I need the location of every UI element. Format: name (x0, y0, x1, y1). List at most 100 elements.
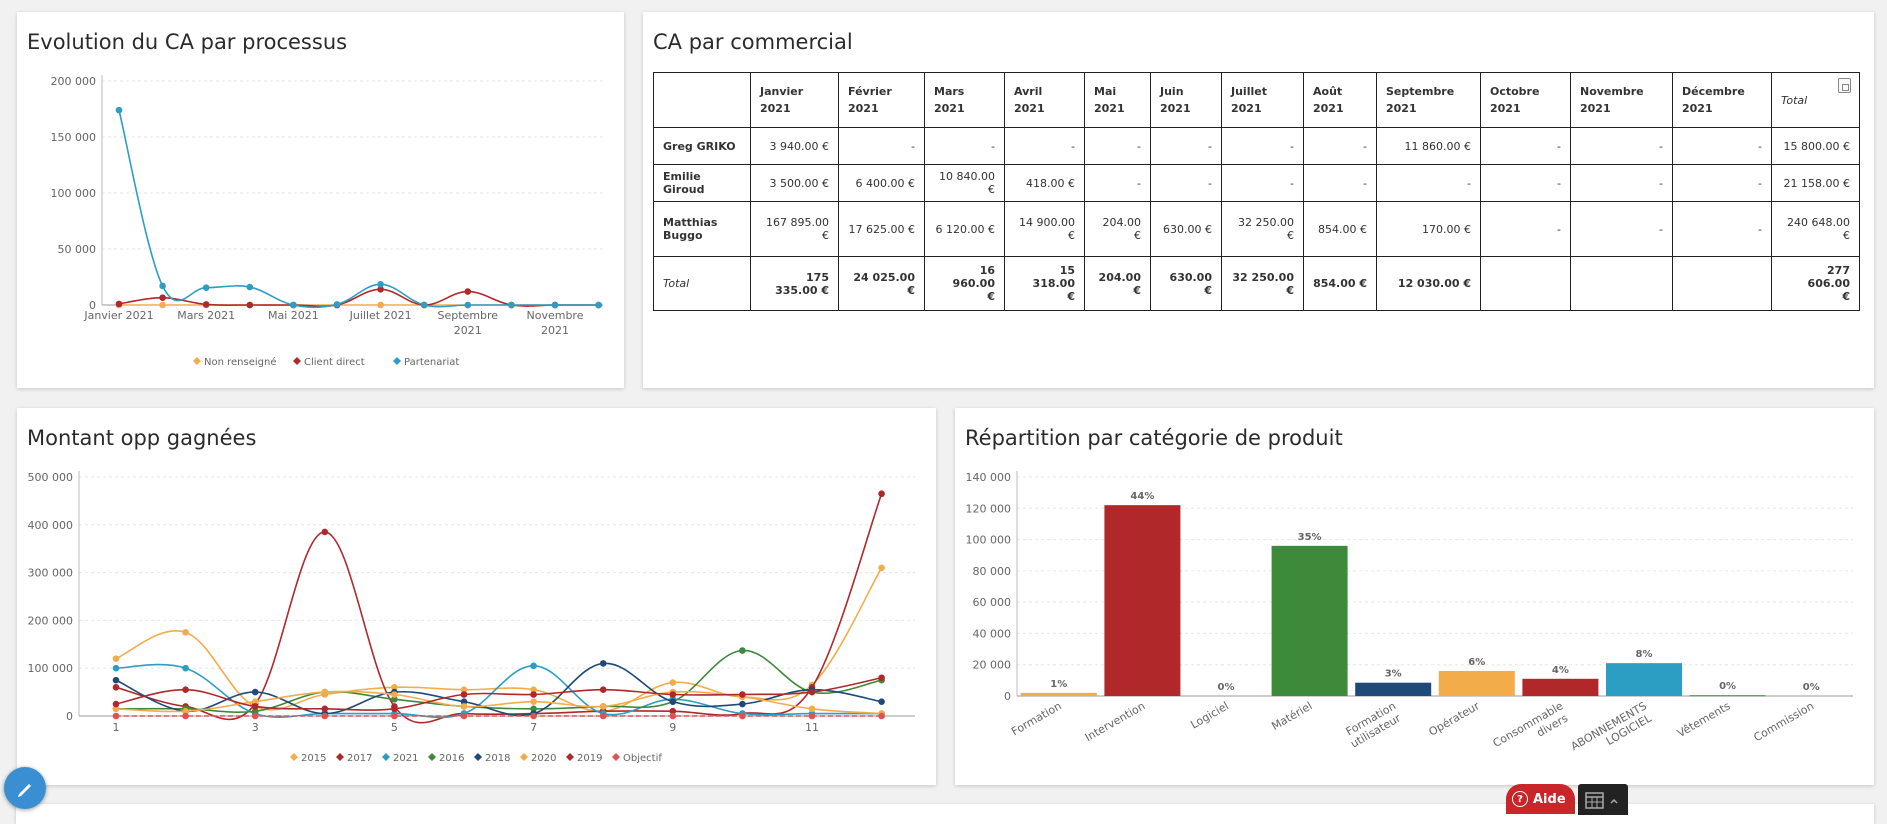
y-tick-label: 0 (66, 710, 73, 723)
table-cell-text: 630.00 € (1169, 270, 1212, 297)
row-header: Total (653, 256, 751, 311)
legend-label: Objectif (623, 753, 662, 764)
data-label: 8% (1636, 649, 1653, 660)
legend-marker (566, 753, 574, 761)
table-cell: - (1376, 164, 1481, 202)
column-header: Février 2021 (838, 72, 925, 128)
table-cell-text: 11 860.00 € (1404, 139, 1471, 153)
series-line-5 (115, 690, 882, 715)
table-cell: 630.00 € (1150, 201, 1222, 257)
data-point (878, 698, 885, 705)
legend-marker (382, 753, 390, 761)
table-cell: 21 158.00 € (1771, 164, 1860, 202)
table-cell: 15 800.00 € (1771, 127, 1860, 165)
table-row: Greg GRIKO 3 940.00 € - - - - - - - 11 860.00 € - -… (653, 127, 1860, 165)
y-tick-label: 50 000 (58, 243, 97, 256)
data-point (290, 301, 297, 309)
table-cell-text: 12 030.00 € (1397, 277, 1471, 290)
table-cell: - (838, 127, 925, 165)
edit-button[interactable] (4, 767, 46, 809)
table-cell: - (1480, 164, 1571, 202)
data-point (321, 712, 329, 720)
category-chart: 0 20 000 40 000 60 000 80 000 100 000 120 000 1… (966, 471, 1853, 753)
x-tick-label-line: Matériel (1269, 699, 1314, 733)
table-cell: - (1480, 201, 1571, 257)
data-point (739, 712, 746, 720)
table-cell-text: 6 400.00 € (855, 176, 915, 190)
x-tick-label: Mai 2021 (268, 309, 319, 322)
panel-title: Montant opp gagnées (27, 426, 257, 450)
legend-marker (393, 357, 401, 365)
data-label: 6% (1468, 657, 1485, 668)
table-cell-text: 17 625.00 € (848, 222, 915, 236)
table-cell: - (924, 127, 1005, 165)
table-cell: - (1084, 164, 1151, 202)
table-cell: 175 335.00 € (750, 256, 839, 311)
calendar-icon (1585, 792, 1618, 809)
data-point (391, 695, 398, 703)
column-header: Novembre 2021 (1570, 72, 1673, 128)
table-cell-text: - (1137, 139, 1141, 153)
column-header-text: 2021 (848, 102, 879, 115)
table-cell-text: 15 800.00 € (1783, 139, 1850, 153)
panel-title: CA par commercial (653, 30, 853, 54)
table-cell-text: 14 900.00 € (1019, 216, 1075, 242)
column-header: Juin 2021 (1150, 72, 1222, 128)
x-tick-label-line: Opérateur (1427, 699, 1483, 739)
data-point (460, 691, 468, 698)
data-point (420, 301, 428, 309)
data-point (808, 705, 816, 713)
ca-process-panel: Evolution du CA par processus 0 50 000 100… (17, 12, 624, 388)
calendar-button[interactable] (1578, 784, 1628, 815)
data-point (530, 662, 537, 670)
table-cell-text: 630.00 € (1163, 222, 1212, 236)
data-point (669, 679, 677, 686)
data-label: 0% (1719, 681, 1736, 692)
table-cell-text: - (1137, 176, 1141, 190)
table-row: Total 175 335.00 €24 025.00 €16 960.00 €15… (653, 256, 1860, 311)
x-tick-label: Juillet 2021 (349, 309, 412, 322)
table-cell: 204.00 € (1084, 256, 1151, 311)
row-header-text: Emilie Giroud (663, 170, 705, 196)
column-header-text: 2021 (1160, 102, 1191, 115)
table-cell: 418.00 € (1004, 164, 1085, 202)
column-header-text: 2021 (1231, 102, 1262, 115)
data-point (508, 301, 515, 309)
column-header-text: Septembre (1386, 85, 1455, 98)
bar (1020, 692, 1097, 696)
help-button[interactable]: ? Aide (1506, 784, 1575, 814)
x-tick-label: 11 (805, 721, 819, 734)
table-cell-text: - (1363, 139, 1367, 153)
table-cell: - (1480, 127, 1571, 165)
table-cell: - (1672, 127, 1772, 165)
table-cell: - (1221, 164, 1304, 202)
ca-process-chart: 0 50 000 100 000 150 000 200 000 Janvier 2021… (51, 75, 603, 368)
table-cell: 16 960.00 € (924, 256, 1005, 311)
table-cell-text: - (1659, 176, 1663, 190)
data-label: 0% (1803, 682, 1820, 693)
y-tick-label: 150 000 (51, 131, 97, 144)
table-cell-text: 854.00 € (1318, 222, 1367, 236)
table-cell: 6 120.00 € (924, 201, 1005, 257)
opp-won-panel: Montant opp gagnées 0 100 000 200 000 300 0… (17, 408, 936, 785)
data-point (878, 674, 885, 682)
x-tick-label: 5 (391, 721, 398, 734)
column-header-text: 2021 (1580, 102, 1611, 115)
legend-marker (336, 753, 344, 761)
y-tick-label: 0 (1004, 690, 1011, 703)
table-row: Emilie Giroud 3 500.00 € 6 400.00 € 10 840.… (653, 164, 1860, 202)
x-tick-label-line: Commission (1752, 699, 1817, 744)
y-tick-label: 140 000 (966, 471, 1012, 484)
table-cell: 32 250.00 € (1221, 201, 1304, 257)
data-point (251, 703, 259, 710)
table-cell: 854.00 € (1303, 201, 1377, 257)
table-cell-text: 418.00 € (1026, 176, 1075, 190)
column-header: Mars 2021 (924, 72, 1005, 128)
y-tick-label: 80 000 (973, 565, 1012, 578)
data-point (599, 703, 607, 710)
panel-title: Répartition par catégorie de produit (965, 426, 1343, 450)
table-cell: 277 606.00 € (1771, 256, 1860, 311)
table-cell-text: 3 500.00 € (769, 176, 829, 190)
row-header: Matthias Buggo (653, 201, 751, 257)
